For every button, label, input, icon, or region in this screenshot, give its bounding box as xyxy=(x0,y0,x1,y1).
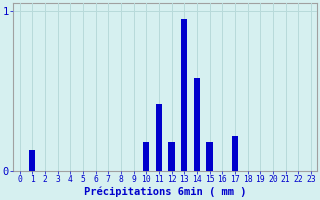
Bar xyxy=(232,136,238,171)
Bar xyxy=(206,142,213,171)
Bar xyxy=(194,78,200,171)
X-axis label: Précipitations 6min ( mm ): Précipitations 6min ( mm ) xyxy=(84,187,246,197)
Bar xyxy=(181,19,188,171)
Bar xyxy=(168,142,175,171)
Bar xyxy=(156,104,162,171)
Bar xyxy=(29,150,36,171)
Bar xyxy=(143,142,149,171)
